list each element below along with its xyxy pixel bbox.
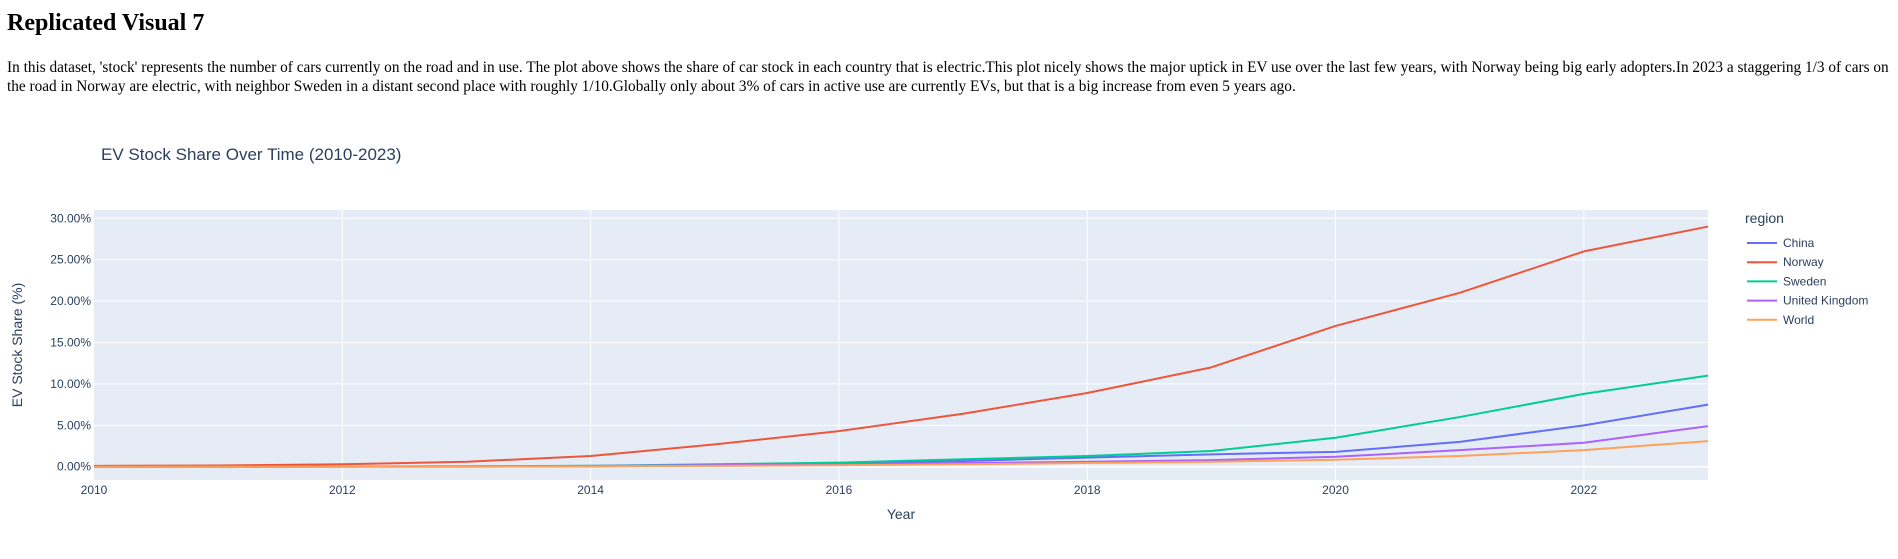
legend-label: United Kingdom xyxy=(1783,294,1868,308)
legend-label: Norway xyxy=(1783,255,1824,269)
x-tick-label: 2022 xyxy=(1570,483,1597,497)
x-axis-title: Year xyxy=(887,506,916,522)
chart-title: EV Stock Share Over Time (2010-2023) xyxy=(101,145,401,164)
series-line-norway xyxy=(93,225,1709,467)
ev-stock-share-chart: EV Stock Share Over Time (2010-2023) 0.0… xyxy=(9,145,1868,522)
legend-title: region xyxy=(1745,210,1784,226)
series-lines xyxy=(93,225,1709,468)
y-tick-label: 10.00% xyxy=(50,377,91,391)
legend-item-sweden[interactable]: Sweden xyxy=(1747,274,1826,288)
plot-background xyxy=(94,210,1708,480)
y-tick-label: 20.00% xyxy=(50,294,91,308)
legend-label: World xyxy=(1783,313,1814,327)
y-tick-label: 15.00% xyxy=(50,336,91,350)
x-tick-label: 2010 xyxy=(81,483,108,497)
legend-item-china[interactable]: China xyxy=(1747,236,1815,250)
legend-label: Sweden xyxy=(1783,274,1826,288)
y-axis-ticks: 0.00% 5.00% 10.00% 15.00% 20.00% 25.00% 30.00% xyxy=(50,211,91,473)
description-text: In this dataset, 'stock' represents the … xyxy=(7,59,1889,95)
y-tick-label: 0.00% xyxy=(57,460,91,474)
x-tick-label: 2014 xyxy=(577,483,604,497)
x-tick-label: 2016 xyxy=(826,483,853,497)
legend-item-norway[interactable]: Norway xyxy=(1747,255,1824,269)
page-title: Replicated Visual 7 xyxy=(7,10,205,36)
x-tick-label: 2018 xyxy=(1074,483,1101,497)
y-axis-title: EV Stock Share (%) xyxy=(9,283,25,408)
y-tick-label: 25.00% xyxy=(50,253,91,267)
legend-item-united-kingdom[interactable]: United Kingdom xyxy=(1747,294,1868,308)
y-tick-label: 30.00% xyxy=(50,211,91,225)
x-axis-ticks: 2010 2012 2014 2016 2018 2020 2022 xyxy=(81,483,1598,497)
legend-item-world[interactable]: World xyxy=(1747,313,1814,327)
x-tick-label: 2012 xyxy=(329,483,356,497)
x-tick-label: 2020 xyxy=(1322,483,1349,497)
legend[interactable]: region China Norway Sweden United Kingdom Wo… xyxy=(1745,210,1868,327)
series-line-world xyxy=(94,440,1709,468)
y-tick-label: 5.00% xyxy=(57,418,91,432)
legend-label: China xyxy=(1783,236,1815,250)
